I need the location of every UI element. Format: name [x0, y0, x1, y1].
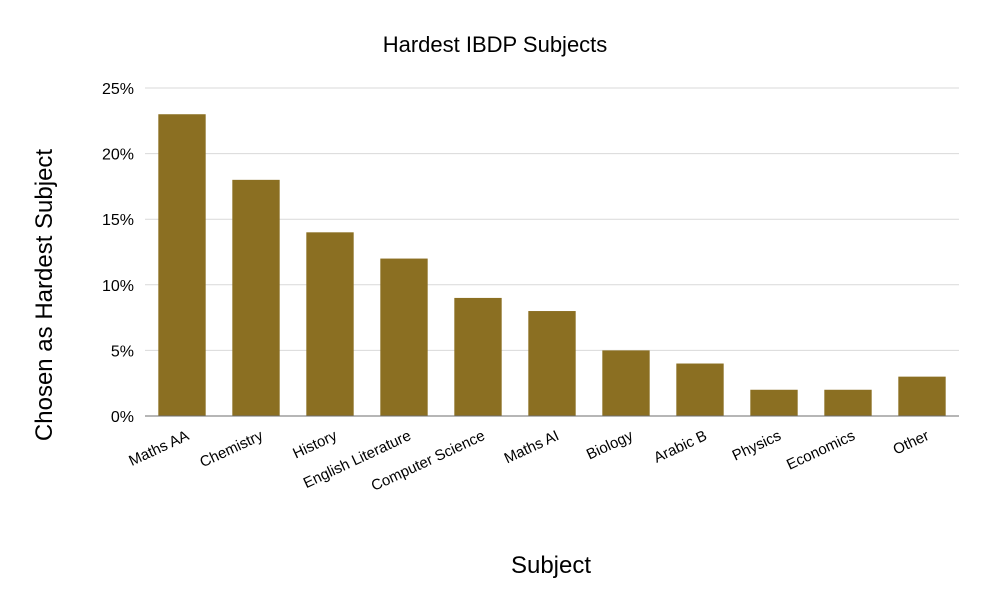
- x-tick-label: Other: [891, 427, 932, 458]
- x-tick-label: Biology: [584, 427, 636, 463]
- x-tick-label: Maths AA: [126, 427, 191, 470]
- bar: [232, 179, 280, 416]
- y-tick-label: 25%: [102, 81, 134, 98]
- x-tick-label: Arabic B: [651, 427, 710, 466]
- x-tick-label: Economics: [784, 427, 858, 473]
- y-tick-label: 15%: [102, 212, 134, 229]
- bar: [528, 311, 576, 416]
- bar: [454, 297, 502, 416]
- y-tick-label: 5%: [111, 343, 134, 360]
- y-axis-ticks: 0% 5% 10% 15% 20% 25%: [102, 81, 134, 426]
- bar: [158, 114, 206, 417]
- x-tick-label: History: [290, 427, 340, 462]
- chart-title: Hardest IBDP Subjects: [383, 32, 608, 57]
- y-tick-label: 20%: [102, 147, 134, 164]
- y-axis-title: Chosen as Hardest Subject: [31, 149, 58, 441]
- bar: [824, 389, 872, 416]
- bar: [306, 232, 354, 416]
- bar: [602, 350, 650, 416]
- y-tick-label: 10%: [102, 278, 134, 295]
- bar: [676, 363, 724, 416]
- x-tick-label: Maths AI: [502, 427, 562, 467]
- bar: [380, 258, 428, 416]
- bars: [158, 114, 946, 417]
- y-tick-label: 0%: [111, 409, 134, 426]
- bar: [750, 389, 798, 416]
- x-tick-label: Chemistry: [197, 427, 266, 471]
- x-axis-title: Subject: [511, 552, 591, 579]
- gridlines: [145, 87, 959, 351]
- bar: [898, 376, 946, 416]
- x-tick-label: Physics: [730, 427, 784, 464]
